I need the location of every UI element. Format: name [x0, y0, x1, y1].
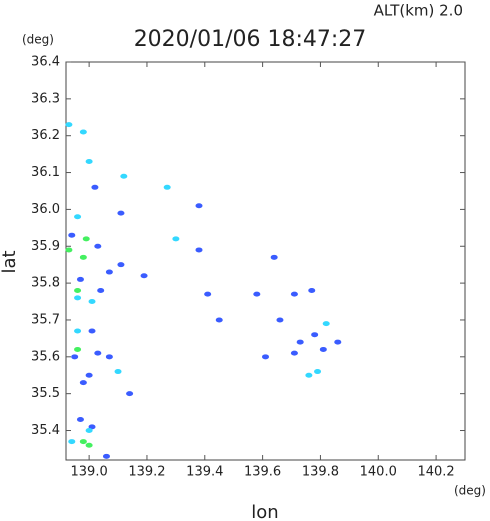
y-tick-label: 35.6	[31, 349, 60, 364]
plot-frame	[65, 61, 466, 461]
echo-point	[195, 247, 203, 253]
x-tick-label: 140.2	[417, 465, 454, 480]
x-tick-label: 140.0	[360, 465, 397, 480]
echo-point	[140, 273, 148, 279]
x-unit: (deg)	[454, 484, 486, 498]
echo-point	[68, 439, 76, 445]
echo-point	[76, 276, 84, 282]
echo-point	[290, 350, 298, 356]
echo-point	[334, 339, 342, 345]
echo-point	[105, 269, 113, 275]
echo-point	[215, 317, 223, 323]
echo-point	[117, 210, 125, 216]
echo-point	[65, 122, 73, 128]
echo-point	[76, 416, 84, 422]
echo-point	[114, 369, 122, 375]
y-tick-label: 35.7	[31, 312, 60, 327]
echo-point	[105, 354, 113, 360]
echo-point	[79, 380, 87, 386]
echo-point	[88, 299, 96, 305]
echo-point	[71, 354, 79, 360]
echo-point	[79, 439, 87, 445]
echo-point	[85, 428, 93, 434]
echo-point	[88, 424, 96, 430]
echo-point	[253, 291, 261, 297]
echo-point	[204, 291, 212, 297]
echo-point	[163, 184, 171, 190]
y-tick-label: 36.0	[31, 202, 60, 217]
x-tick-label: 139.4	[186, 465, 223, 480]
x-tick-label: 139.8	[302, 465, 339, 480]
x-tick-label: 139.6	[244, 465, 281, 480]
echo-point	[79, 129, 87, 135]
y-axis-label: lat	[0, 250, 20, 273]
echo-point	[322, 321, 330, 327]
echo-point	[305, 372, 313, 378]
echo-point	[102, 453, 110, 459]
echo-point	[94, 350, 102, 356]
echo-point	[79, 254, 87, 260]
y-tick-label: 35.8	[31, 276, 60, 291]
echo-point	[85, 372, 93, 378]
echo-point	[314, 369, 322, 375]
echo-point	[74, 295, 82, 301]
echo-point	[74, 328, 82, 334]
echo-point	[117, 262, 125, 268]
echo-point	[74, 214, 82, 220]
echo-point	[82, 236, 90, 242]
echo-point	[308, 287, 316, 293]
echo-point	[195, 203, 203, 209]
echo-point	[126, 391, 134, 397]
echo-point	[91, 184, 99, 190]
echo-point	[262, 354, 269, 360]
echo-point	[296, 339, 304, 345]
echo-point	[276, 317, 284, 323]
y-unit: (deg)	[22, 33, 54, 47]
y-tick-label: 35.5	[31, 386, 60, 401]
echo-point	[311, 332, 319, 338]
y-tick-label: 35.9	[31, 239, 60, 254]
echo-point	[74, 346, 82, 352]
echo-point	[97, 287, 105, 293]
x-axis-label: lon	[251, 502, 278, 521]
x-tick-label: 139.0	[71, 465, 108, 480]
echo-point	[85, 159, 93, 164]
y-tick-label: 36.3	[31, 91, 60, 106]
y-tick-label: 36.2	[31, 128, 60, 143]
echo-point	[290, 291, 298, 297]
echo-point	[74, 287, 82, 293]
echo-point	[65, 247, 73, 253]
subtitle: ALT(km) 2.0	[374, 2, 463, 20]
chart-title: 2020/01/06 18:47:27	[134, 27, 367, 52]
echo-point	[94, 243, 102, 249]
echo-point	[270, 254, 278, 260]
echo-point	[172, 236, 180, 242]
y-tick-label: 35.4	[31, 423, 60, 438]
echo-point	[319, 346, 327, 352]
y-tick-label: 36.1	[31, 165, 60, 180]
x-tick-label: 139.2	[128, 465, 165, 480]
echo-point	[68, 232, 76, 238]
echo-point	[120, 173, 128, 179]
echo-point	[85, 442, 93, 448]
y-tick-label: 36.4	[31, 55, 60, 70]
echo-point	[88, 328, 96, 334]
